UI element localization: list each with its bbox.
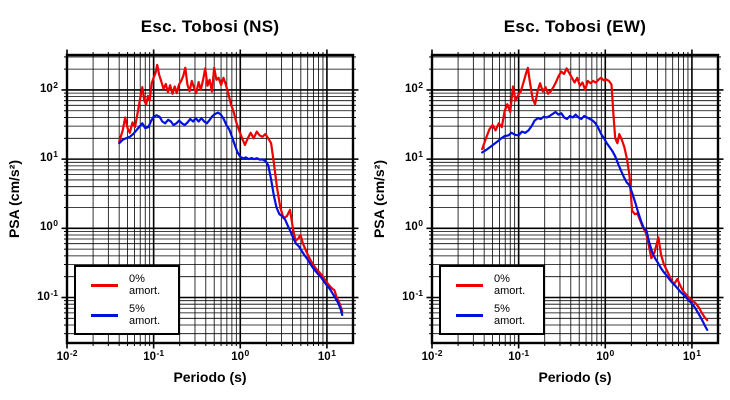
plot-title-ew: Esc. Tobosi (EW) [503, 17, 647, 36]
x-tick-label: 100 [596, 347, 615, 364]
legend-ns: 0% amort. 5% amort. [74, 265, 180, 335]
legend-swatch-blue [91, 313, 118, 317]
plot-title-ns: Esc. Tobosi (NS) [140, 17, 280, 36]
legend-swatch-blue [456, 313, 483, 317]
series-line-0 [481, 66, 709, 322]
y-tick-label: 101 [39, 148, 58, 165]
y-tick-label: 102 [39, 79, 58, 96]
y-tick-label: 100 [404, 217, 423, 234]
x-tick-label: 10-2 [56, 347, 78, 364]
legend-item-0pct: 0% amort. [91, 273, 178, 297]
legend-label-5pct: 5% amort. [494, 303, 526, 327]
plot-ew: Esc. Tobosi (EW) PSA (cm/s²) Periodo (s)… [365, 0, 730, 400]
series-line-1 [481, 110, 709, 331]
plot-frame [430, 53, 720, 345]
x-axis-label-ns: Periodo (s) [173, 369, 247, 385]
legend-item-5pct: 5% amort. [91, 303, 178, 327]
legend-ew: 0% amort. 5% amort. [439, 265, 545, 335]
plot-ns: Esc. Tobosi (NS) PSA (cm/s²) Periodo (s)… [6, 17, 359, 385]
legend-swatch-red [456, 283, 483, 287]
x-tick-label: 10-2 [421, 347, 443, 364]
series-line-0 [118, 63, 344, 313]
x-axis-label-ew: Periodo (s) [538, 369, 612, 385]
y-tick-label: 102 [404, 79, 423, 96]
x-tick-label: 10-1 [143, 347, 165, 364]
legend-label-0pct: 0% amort. [129, 273, 161, 297]
plot-area-ns [61, 49, 359, 349]
legend-label-5pct: 5% amort. [129, 303, 161, 327]
x-tick-label: 101 [682, 347, 701, 364]
y-tick-label: 101 [404, 148, 423, 165]
y-tick-label: 10-1 [37, 287, 58, 304]
legend-swatch-red [91, 283, 118, 287]
series-line-1 [118, 111, 344, 316]
plot-area-ew [426, 49, 724, 349]
x-tick-label: 101 [317, 347, 336, 364]
legend-item-0pct: 0% amort. [456, 273, 543, 297]
x-tick-label: 100 [231, 347, 250, 364]
plot-frame [65, 53, 355, 345]
x-tick-label: 10-1 [508, 347, 530, 364]
legend-label-0pct: 0% amort. [494, 273, 526, 297]
y-tick-label: 100 [39, 217, 58, 234]
legend-item-5pct: 5% amort. [456, 303, 543, 327]
y-tick-label: 10-1 [402, 287, 423, 304]
